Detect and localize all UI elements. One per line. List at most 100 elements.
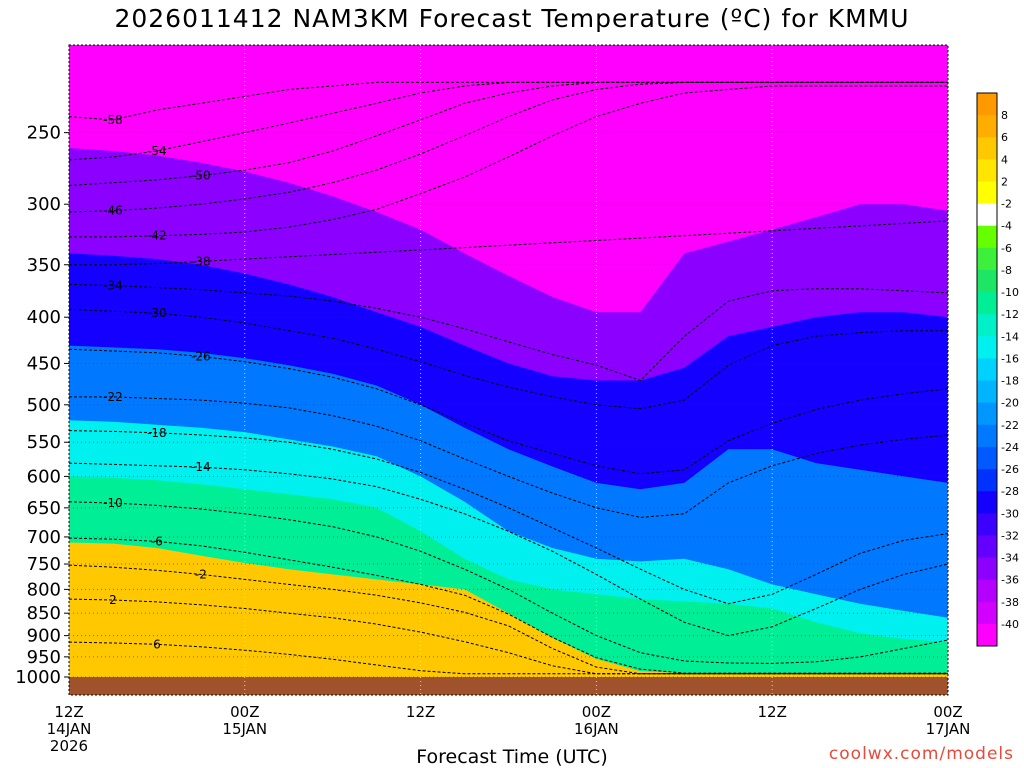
contour-line xyxy=(69,564,948,675)
colorbar-tick-label: 2 xyxy=(1001,175,1008,188)
plot-frame xyxy=(68,44,949,696)
colorbar-tick-label: -36 xyxy=(1001,574,1019,587)
contour-line xyxy=(69,81,948,161)
colorbar-swatch xyxy=(977,557,997,581)
colorbar-swatch xyxy=(977,115,997,138)
contour-label: -54 xyxy=(147,144,167,158)
contour-label: -14 xyxy=(191,460,211,474)
y-tick-label: 900 xyxy=(27,626,61,647)
contour-label: -58 xyxy=(103,113,123,127)
colorbar-tick-label: -30 xyxy=(1001,507,1019,520)
contour-label: -42 xyxy=(147,229,167,243)
y-axis: 250 300 350 400 450 500 550 600 650 700 750 800 8509… xyxy=(15,123,69,688)
contour-label: 6 xyxy=(153,637,161,651)
colorbar-tick-label: 8 xyxy=(1001,109,1008,122)
x-tick-line: 00Z xyxy=(581,703,612,721)
colorbar-swatch xyxy=(977,358,997,382)
colorbar-swatch xyxy=(977,491,997,514)
colorbar-tick-label: 4 xyxy=(1001,153,1008,166)
contour-label: -22 xyxy=(103,390,123,404)
contour-line xyxy=(69,348,948,475)
x-tick-label: 00Z 16JAN xyxy=(556,704,636,738)
y-tick-label: 800 xyxy=(27,579,61,600)
contour-line xyxy=(69,308,948,410)
colorbar-swatch xyxy=(977,623,997,647)
x-tick-line: 14JAN xyxy=(46,720,92,738)
colorbar-swatch xyxy=(977,225,997,249)
colorbar-tick-label: -24 xyxy=(1001,441,1019,454)
x-tick-line: 12Z xyxy=(405,703,436,721)
contour-line xyxy=(69,283,948,382)
colorbar-swatch xyxy=(977,601,997,625)
colorbar-swatch xyxy=(977,159,997,182)
temperature-band xyxy=(69,542,948,677)
y-tick-label: 500 xyxy=(27,395,61,416)
colorbar-tick-label: -26 xyxy=(1001,463,1019,476)
colorbar-tick-label: -10 xyxy=(1001,286,1019,299)
colorbar-frame xyxy=(976,92,998,647)
colorbar-swatch xyxy=(977,402,997,426)
contour-line xyxy=(69,430,948,605)
contour-line xyxy=(69,501,948,664)
contour-label: -18 xyxy=(147,426,167,440)
x-tick-label: 12Z xyxy=(732,704,812,721)
colorbar-tick-label: -28 xyxy=(1001,485,1019,498)
contour-line xyxy=(69,85,948,238)
x-tick-label: 00Z 15JAN xyxy=(205,704,285,738)
colorbar-swatch xyxy=(977,203,997,227)
y-tick-label: 300 xyxy=(27,194,61,215)
colorbar-tick-label: -34 xyxy=(1001,552,1019,565)
colorbar-tick-label: 6 xyxy=(1001,131,1008,144)
colorbar-tick-label: -12 xyxy=(1001,308,1019,321)
colorbar-swatch xyxy=(977,513,997,536)
contour-label: -34 xyxy=(103,279,123,293)
y-tick-label: 1000 xyxy=(15,667,61,688)
colorbar-swatch xyxy=(977,93,997,116)
y-tick-label: 450 xyxy=(27,353,61,374)
contour-line xyxy=(69,641,948,675)
y-tick-label: 400 xyxy=(27,307,61,328)
colorbar-tick-label: -14 xyxy=(1001,330,1019,343)
x-tick-label: 12Z 14JAN 2026 xyxy=(29,704,109,755)
y-tick-label: 550 xyxy=(27,432,61,453)
x-tick-line: 12Z xyxy=(54,703,84,721)
contour-label: -26 xyxy=(191,349,211,363)
colorbar-swatch xyxy=(977,292,997,315)
colorbar-tick-label: -18 xyxy=(1001,375,1019,388)
colorbar-swatch xyxy=(977,247,997,271)
colorbar-swatch xyxy=(977,535,997,559)
y-tick-label: 250 xyxy=(27,123,61,144)
colorbar-swatch xyxy=(977,446,997,470)
contour-line xyxy=(69,81,948,213)
y-tick-label: 600 xyxy=(27,466,61,487)
y-tick-label: 650 xyxy=(27,498,61,519)
x-tick-label: 12Z xyxy=(381,704,461,721)
contour-label: -38 xyxy=(191,254,211,268)
contour-label: -30 xyxy=(147,306,167,320)
colorbar-tick-label: -32 xyxy=(1001,529,1019,542)
contour-label: -6 xyxy=(151,534,163,548)
contour-label: -10 xyxy=(103,496,123,510)
x-tick-line: 17JAN xyxy=(925,720,971,738)
y-tick-label: 700 xyxy=(27,527,61,548)
y-tick-label: 350 xyxy=(27,255,61,276)
x-tick-line: 00Z xyxy=(933,703,963,721)
colorbar-tick-label: -38 xyxy=(1001,596,1019,609)
colorbar-swatch xyxy=(977,579,997,603)
contour-line xyxy=(69,220,948,266)
colorbar-tick-label: -16 xyxy=(1001,352,1019,365)
colorbar-swatch xyxy=(977,181,997,205)
colorbar-tick-label: -20 xyxy=(1001,397,1019,410)
contour-label: -46 xyxy=(103,204,123,218)
isotherm-contours: -58-54-50-46-42-38-34-30-26-22-18-14-10-… xyxy=(69,81,948,675)
colorbar-swatch xyxy=(977,469,997,492)
x-tick-line: 16JAN xyxy=(574,720,619,738)
colorbar-tick-label: -2 xyxy=(1001,198,1012,211)
colorbar-tick-label: -6 xyxy=(1001,242,1012,255)
y-tick-label: 750 xyxy=(27,554,61,575)
y-tick-label: 850 xyxy=(27,603,61,624)
colorbar-tick-label: -40 xyxy=(1001,618,1019,631)
colorbar-swatch xyxy=(977,314,997,337)
watermark: coolwx.com/models xyxy=(828,744,1014,764)
